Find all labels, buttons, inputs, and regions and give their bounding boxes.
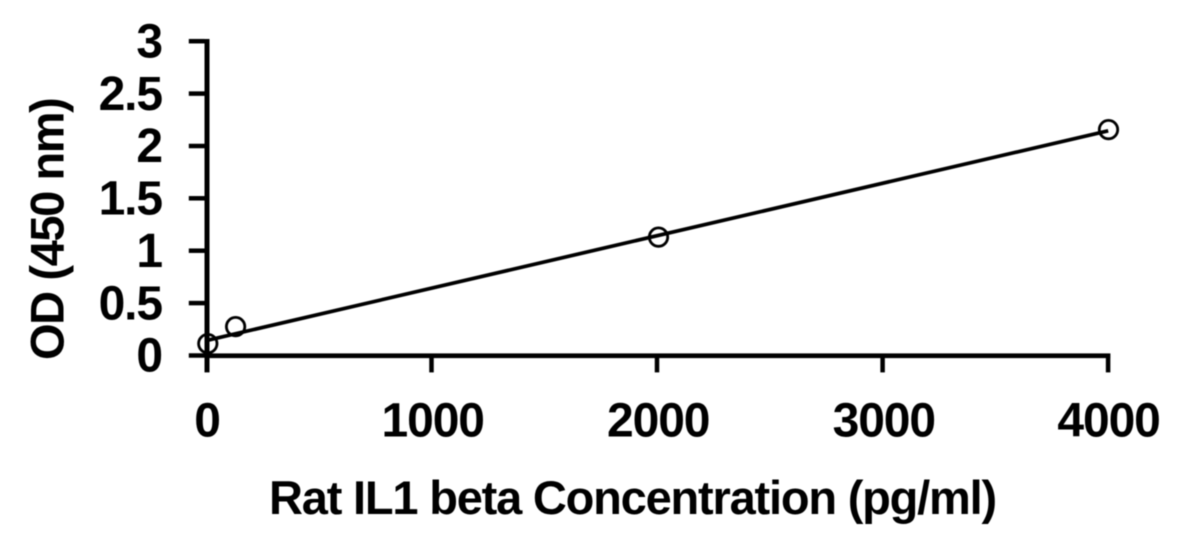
svg-text:0: 0 (136, 330, 162, 383)
svg-text:0: 0 (194, 394, 220, 447)
svg-text:1000: 1000 (382, 394, 484, 447)
svg-text:2.5: 2.5 (99, 68, 163, 121)
svg-text:4000: 4000 (1057, 394, 1159, 447)
svg-text:3: 3 (136, 15, 162, 68)
svg-text:2000: 2000 (607, 394, 709, 447)
svg-text:Rat IL1 beta Concentration (pg: Rat IL1 beta Concentration (pg/ml) (269, 471, 996, 524)
svg-text:3000: 3000 (833, 394, 935, 447)
svg-text:2: 2 (136, 120, 162, 173)
svg-text:1.5: 1.5 (99, 173, 163, 226)
svg-text:1: 1 (136, 225, 162, 278)
svg-text:0.5: 0.5 (99, 277, 163, 330)
svg-text:OD (450 nm): OD (450 nm) (21, 99, 74, 360)
